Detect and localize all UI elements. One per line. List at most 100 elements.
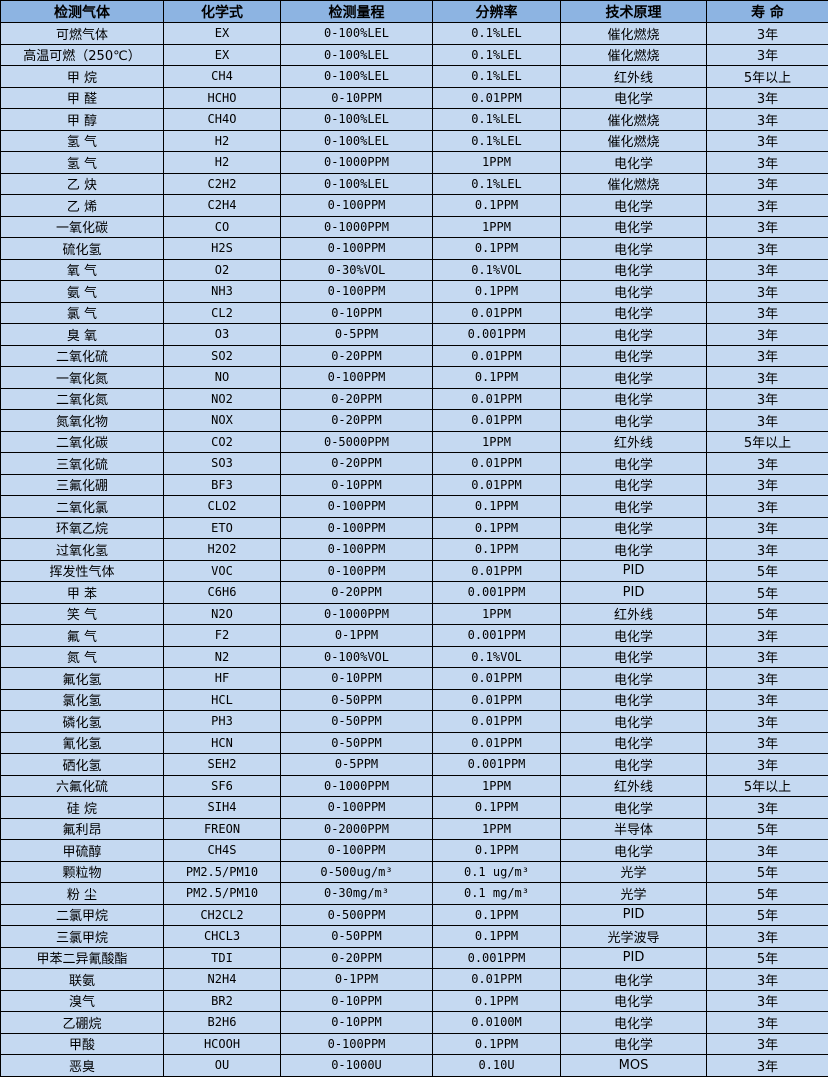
cell-chemical-formula: O3 [164,324,281,346]
cell-gas-name: 挥发性气体 [1,560,164,582]
cell-detection-range: 0-10PPM [281,302,433,324]
cell-chemical-formula: CO2 [164,431,281,453]
cell-resolution: 0.1PPM [433,990,561,1012]
cell-lifespan: 3年 [707,926,828,948]
cell-resolution: 0.01PPM [433,711,561,733]
cell-lifespan: 5年 [707,861,828,883]
cell-gas-name: 溴气 [1,990,164,1012]
cell-technical-principle: 电化学 [561,216,707,238]
cell-gas-name: 甲苯二异氰酸酯 [1,947,164,969]
cell-lifespan: 3年 [707,324,828,346]
cell-gas-name: 氯 气 [1,302,164,324]
cell-detection-range: 0-10PPM [281,1012,433,1034]
cell-chemical-formula: PM2.5/PM10 [164,861,281,883]
cell-detection-range: 0-50PPM [281,711,433,733]
cell-gas-name: 氢 气 [1,130,164,152]
cell-resolution: 0.1PPM [433,1033,561,1055]
cell-detection-range: 0-500ug/m³ [281,861,433,883]
cell-chemical-formula: O2 [164,259,281,281]
cell-gas-name: 六氟化硫 [1,775,164,797]
cell-lifespan: 3年 [707,990,828,1012]
cell-detection-range: 0-20PPM [281,388,433,410]
cell-detection-range: 0-100PPM [281,238,433,260]
cell-chemical-formula: BR2 [164,990,281,1012]
cell-lifespan: 3年 [707,1055,828,1077]
cell-detection-range: 0-100PPM [281,539,433,561]
cell-chemical-formula: HCHO [164,87,281,109]
cell-gas-name: 二氧化硫 [1,345,164,367]
cell-technical-principle: 电化学 [561,388,707,410]
cell-chemical-formula: HCL [164,689,281,711]
cell-technical-principle: 红外线 [561,603,707,625]
cell-technical-principle: 电化学 [561,969,707,991]
cell-detection-range: 0-50PPM [281,732,433,754]
cell-lifespan: 3年 [707,109,828,131]
cell-gas-name: 粉 尘 [1,883,164,905]
cell-lifespan: 3年 [707,517,828,539]
cell-chemical-formula: N2O [164,603,281,625]
cell-gas-name: 三氯甲烷 [1,926,164,948]
cell-detection-range: 0-100PPM [281,517,433,539]
header-chemical-formula: 化学式 [164,1,281,23]
cell-technical-principle: 电化学 [561,646,707,668]
cell-chemical-formula: HCOOH [164,1033,281,1055]
cell-gas-name: 甲 醇 [1,109,164,131]
cell-lifespan: 3年 [707,646,828,668]
cell-detection-range: 0-10PPM [281,668,433,690]
cell-detection-range: 0-100PPM [281,1033,433,1055]
cell-chemical-formula: EX [164,23,281,45]
cell-chemical-formula: C2H4 [164,195,281,217]
cell-chemical-formula: NO [164,367,281,389]
cell-chemical-formula: NO2 [164,388,281,410]
cell-resolution: 0.0100M [433,1012,561,1034]
cell-detection-range: 0-1PPM [281,969,433,991]
cell-technical-principle: 红外线 [561,431,707,453]
cell-technical-principle: 电化学 [561,238,707,260]
cell-technical-principle: 电化学 [561,410,707,432]
cell-resolution: 0.1%LEL [433,66,561,88]
cell-chemical-formula: ETO [164,517,281,539]
cell-detection-range: 0-100PPM [281,496,433,518]
cell-gas-name: 氨 气 [1,281,164,303]
cell-lifespan: 3年 [707,539,828,561]
cell-gas-name: 一氧化氮 [1,367,164,389]
cell-resolution: 0.01PPM [433,388,561,410]
cell-gas-name: 氮氧化物 [1,410,164,432]
cell-lifespan: 3年 [707,87,828,109]
cell-resolution: 0.01PPM [433,410,561,432]
cell-detection-range: 0-20PPM [281,947,433,969]
cell-resolution: 1PPM [433,603,561,625]
cell-technical-principle: 电化学 [561,517,707,539]
cell-chemical-formula: H2O2 [164,539,281,561]
cell-technical-principle: MOS [561,1055,707,1077]
cell-gas-name: 高温可燃（250℃） [1,44,164,66]
cell-resolution: 0.01PPM [433,560,561,582]
cell-gas-name: 氮 气 [1,646,164,668]
cell-technical-principle: 电化学 [561,990,707,1012]
cell-technical-principle: PID [561,904,707,926]
cell-resolution: 0.01PPM [433,302,561,324]
cell-resolution: 0.01PPM [433,689,561,711]
cell-chemical-formula: SF6 [164,775,281,797]
cell-lifespan: 5年 [707,603,828,625]
cell-technical-principle: 电化学 [561,496,707,518]
cell-detection-range: 0-30mg/m³ [281,883,433,905]
cell-lifespan: 3年 [707,969,828,991]
cell-lifespan: 5年以上 [707,431,828,453]
cell-chemical-formula: B2H6 [164,1012,281,1034]
